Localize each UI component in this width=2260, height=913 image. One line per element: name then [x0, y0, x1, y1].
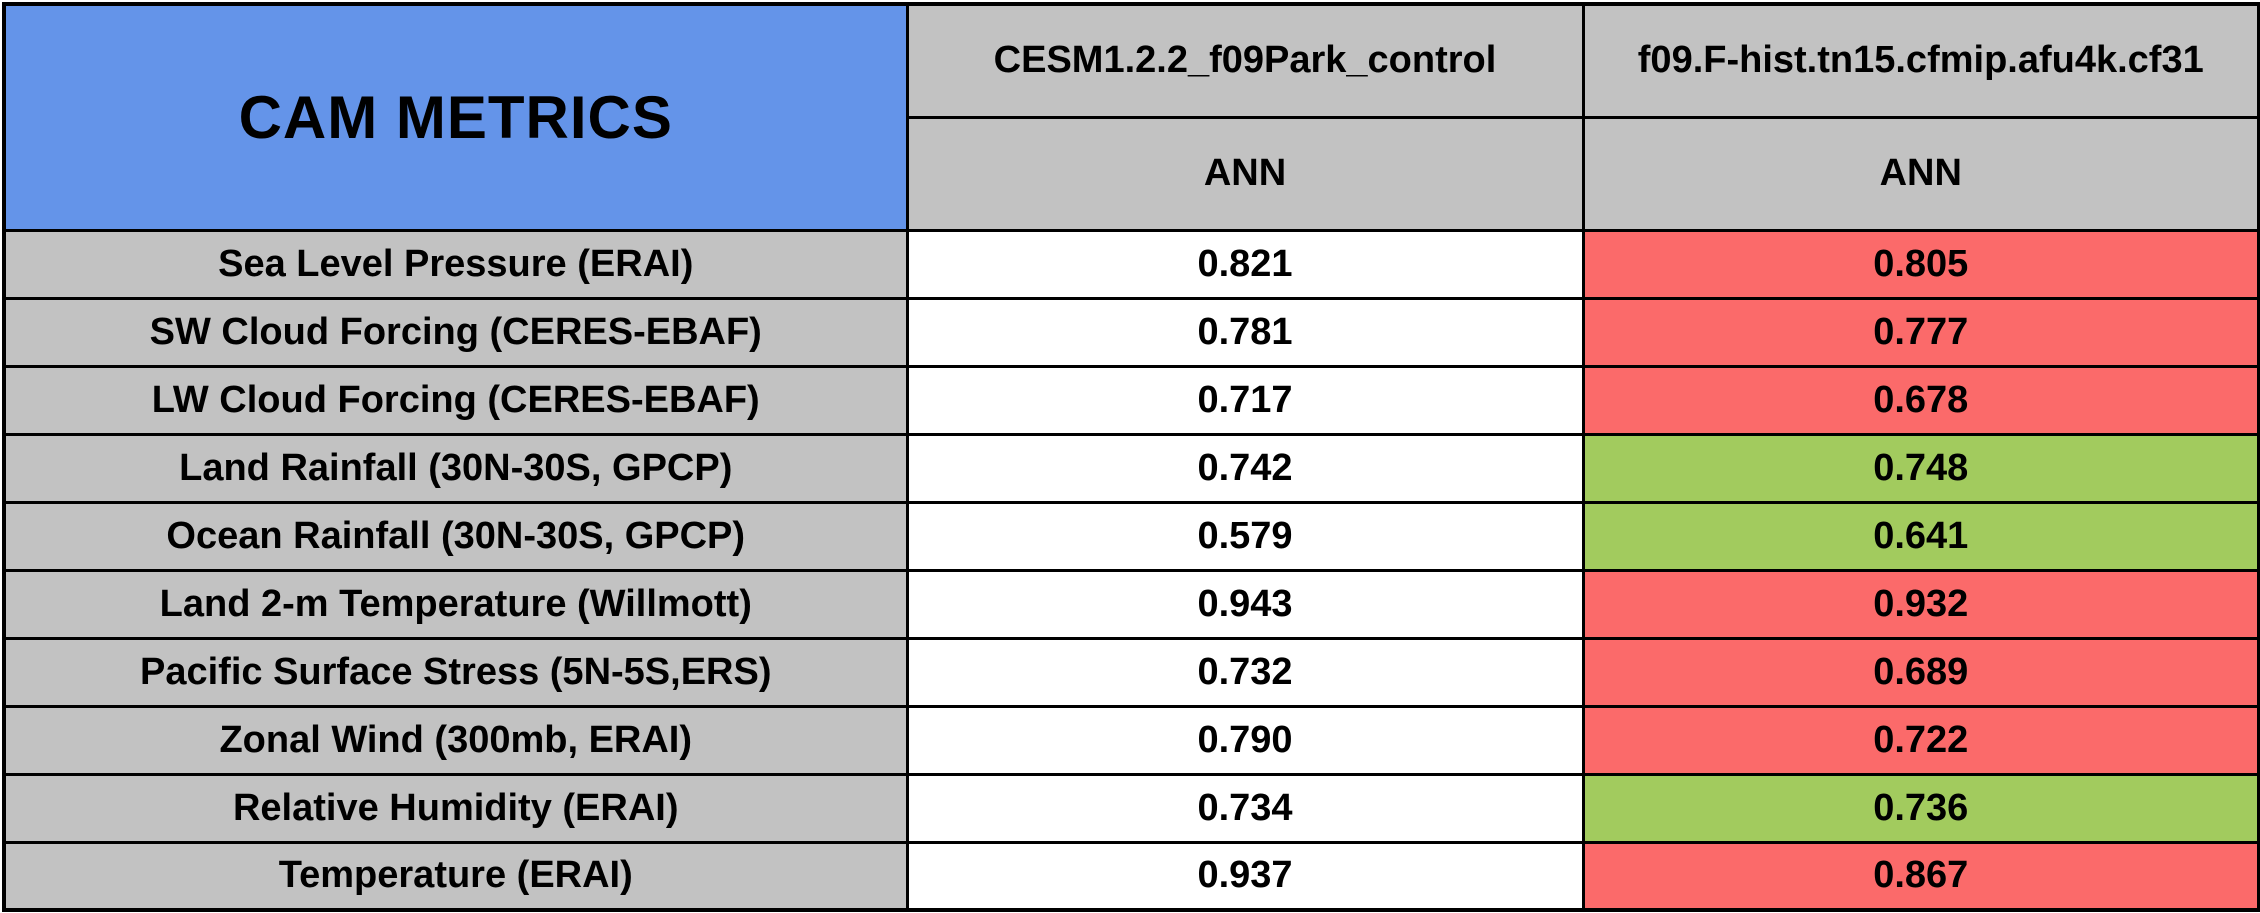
control-value: 0.943	[905, 568, 1585, 640]
test-value: 0.641	[1581, 500, 2260, 572]
model-header-row: CAM METRICS CESM1.2.2_f09Park_control f0…	[2, 2, 2260, 232]
control-value: 0.742	[905, 432, 1585, 504]
metric-label: Relative Humidity (ERAI)	[2, 772, 909, 844]
table-row: SW Cloud Forcing (CERES-EBAF) 0.781 0.77…	[2, 296, 2260, 368]
test-value: 0.867	[1581, 840, 2260, 912]
table-row: Relative Humidity (ERAI) 0.734 0.736	[2, 772, 2260, 844]
metric-label: Land 2-m Temperature (Willmott)	[2, 568, 909, 640]
table-body: Sea Level Pressure (ERAI) 0.821 0.805 SW…	[2, 228, 2260, 912]
test-value: 0.678	[1581, 364, 2260, 436]
metric-label: Zonal Wind (300mb, ERAI)	[2, 704, 909, 776]
control-value: 0.734	[905, 772, 1585, 844]
metric-label: Pacific Surface Stress (5N-5S,ERS)	[2, 636, 909, 708]
control-value: 0.781	[905, 296, 1585, 368]
table-title: CAM METRICS	[2, 2, 909, 232]
season-header-test: ANN	[1581, 115, 2260, 232]
test-value: 0.805	[1581, 228, 2260, 300]
metric-label: Land Rainfall (30N-30S, GPCP)	[2, 432, 909, 504]
metric-label: LW Cloud Forcing (CERES-EBAF)	[2, 364, 909, 436]
control-value: 0.937	[905, 840, 1585, 912]
column-header-control-model: CESM1.2.2_f09Park_control	[905, 2, 1585, 119]
table-row: Zonal Wind (300mb, ERAI) 0.790 0.722	[2, 704, 2260, 776]
table-row: Land 2-m Temperature (Willmott) 0.943 0.…	[2, 568, 2260, 640]
column-header-test-model: f09.F-hist.tn15.cfmip.afu4k.cf31	[1581, 2, 2260, 119]
table-row: Sea Level Pressure (ERAI) 0.821 0.805	[2, 228, 2260, 300]
table-row: Land Rainfall (30N-30S, GPCP) 0.742 0.74…	[2, 432, 2260, 504]
control-value: 0.821	[905, 228, 1585, 300]
test-value: 0.689	[1581, 636, 2260, 708]
table-row: Temperature (ERAI) 0.937 0.867	[2, 840, 2260, 912]
control-value: 0.717	[905, 364, 1585, 436]
test-value: 0.748	[1581, 432, 2260, 504]
table-row: Ocean Rainfall (30N-30S, GPCP) 0.579 0.6…	[2, 500, 2260, 572]
metric-label: Sea Level Pressure (ERAI)	[2, 228, 909, 300]
control-value: 0.732	[905, 636, 1585, 708]
control-value: 0.579	[905, 500, 1585, 572]
control-value: 0.790	[905, 704, 1585, 776]
metric-label: Ocean Rainfall (30N-30S, GPCP)	[2, 500, 909, 572]
table-header: CAM METRICS CESM1.2.2_f09Park_control f0…	[2, 2, 2260, 232]
season-header-control: ANN	[905, 115, 1585, 232]
table-row: Pacific Surface Stress (5N-5S,ERS) 0.732…	[2, 636, 2260, 708]
season-header-row: ANN ANN	[4, 115, 2260, 232]
metric-label: Temperature (ERAI)	[2, 840, 909, 912]
metric-label: SW Cloud Forcing (CERES-EBAF)	[2, 296, 909, 368]
test-value: 0.722	[1581, 704, 2260, 776]
test-value: 0.736	[1581, 772, 2260, 844]
test-value: 0.777	[1581, 296, 2260, 368]
table-row: LW Cloud Forcing (CERES-EBAF) 0.717 0.67…	[2, 364, 2260, 436]
test-value: 0.932	[1581, 568, 2260, 640]
